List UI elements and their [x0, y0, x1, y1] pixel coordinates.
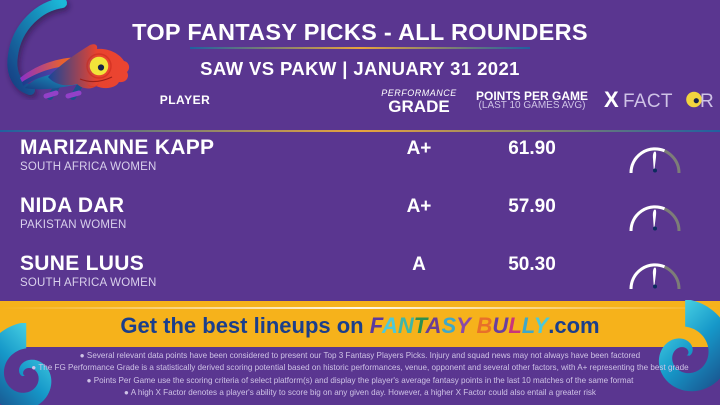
svg-text:Get the best lineups on FANTAS: Get the best lineups on FANTASY BULLY.co… [120, 313, 599, 338]
svg-text:FACT: FACT [623, 91, 673, 112]
svg-text:X: X [604, 87, 619, 112]
svg-text:R: R [700, 91, 714, 112]
